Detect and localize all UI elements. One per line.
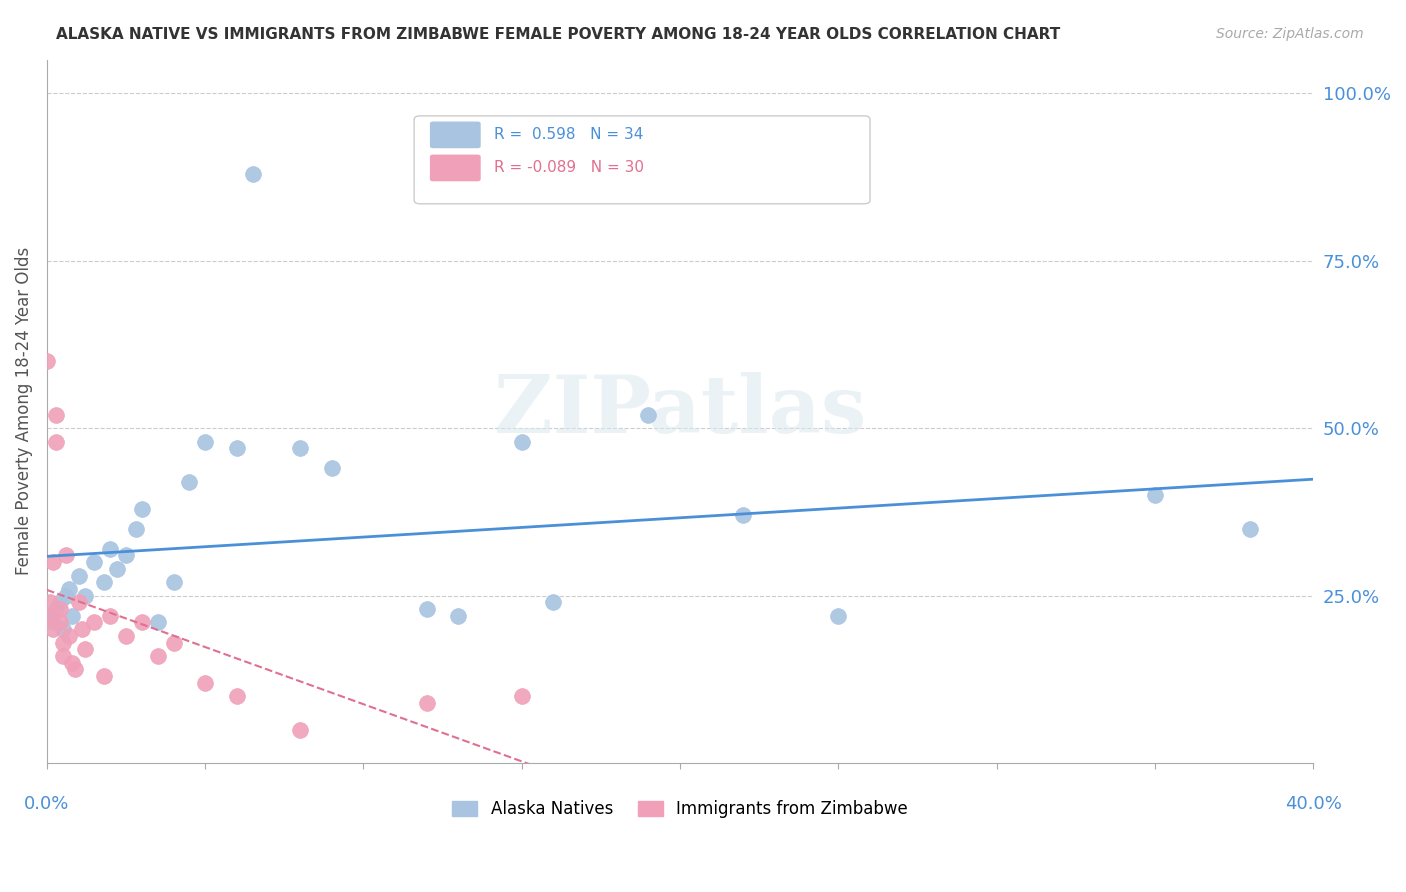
Point [58,629,80,643]
Point [416,602,439,616]
Point [93,669,115,683]
Point [73,589,96,603]
Point [52,622,75,636]
Point [83,615,105,630]
Point [194,434,217,449]
Point [93,575,115,590]
Point [98,608,121,623]
Point [225,441,247,455]
Point [194,675,217,690]
FancyBboxPatch shape [415,116,870,204]
Point [146,648,169,663]
Text: Source: ZipAtlas.com: Source: ZipAtlas.com [1216,27,1364,41]
Text: R = -0.089   N = 30: R = -0.089 N = 30 [494,161,644,176]
Point [35,354,58,368]
Point [510,689,533,703]
Point [70,622,93,636]
Point [242,167,264,181]
Point [416,696,439,710]
Point [321,461,343,475]
Point [42,622,65,636]
Point [124,522,146,536]
Text: 0.0%: 0.0% [24,795,69,813]
Text: R =  0.598   N = 34: R = 0.598 N = 34 [494,128,644,143]
Text: ZIPatlas: ZIPatlas [494,372,866,450]
Y-axis label: Female Poverty Among 18-24 Year Olds: Female Poverty Among 18-24 Year Olds [15,247,32,575]
Point [162,575,184,590]
Point [42,615,65,630]
Point [60,608,83,623]
Point [288,723,311,737]
Legend: Alaska Natives, Immigrants from Zimbabwe: Alaska Natives, Immigrants from Zimbabwe [446,794,915,825]
Point [637,408,659,422]
Point [67,568,90,582]
Point [39,595,62,609]
Point [225,689,247,703]
Point [42,555,65,569]
FancyBboxPatch shape [430,122,479,147]
Point [98,541,121,556]
Point [1143,488,1166,502]
Point [48,615,70,630]
Point [288,441,311,455]
Point [45,602,67,616]
Point [55,549,77,563]
Point [1239,522,1261,536]
Point [45,408,67,422]
Point [55,589,77,603]
Point [115,629,138,643]
Point [115,549,138,563]
Point [45,434,67,449]
Point [543,595,565,609]
Point [52,648,75,663]
Point [39,608,62,623]
Point [179,475,201,489]
Point [827,608,849,623]
Point [733,508,755,523]
Point [131,501,153,516]
Point [73,642,96,657]
Text: 40.0%: 40.0% [1285,795,1341,813]
Point [39,608,62,623]
Point [67,595,90,609]
Point [131,615,153,630]
Point [48,602,70,616]
Text: ALASKA NATIVE VS IMMIGRANTS FROM ZIMBABWE FEMALE POVERTY AMONG 18-24 YEAR OLDS C: ALASKA NATIVE VS IMMIGRANTS FROM ZIMBABW… [56,27,1060,42]
Point [146,615,169,630]
Point [510,434,533,449]
Point [60,656,83,670]
Point [65,662,87,676]
Point [52,635,75,649]
Point [162,635,184,649]
FancyBboxPatch shape [430,155,479,180]
Point [48,595,70,609]
Point [447,608,470,623]
Point [58,582,80,596]
Point [105,562,128,576]
Point [83,555,105,569]
